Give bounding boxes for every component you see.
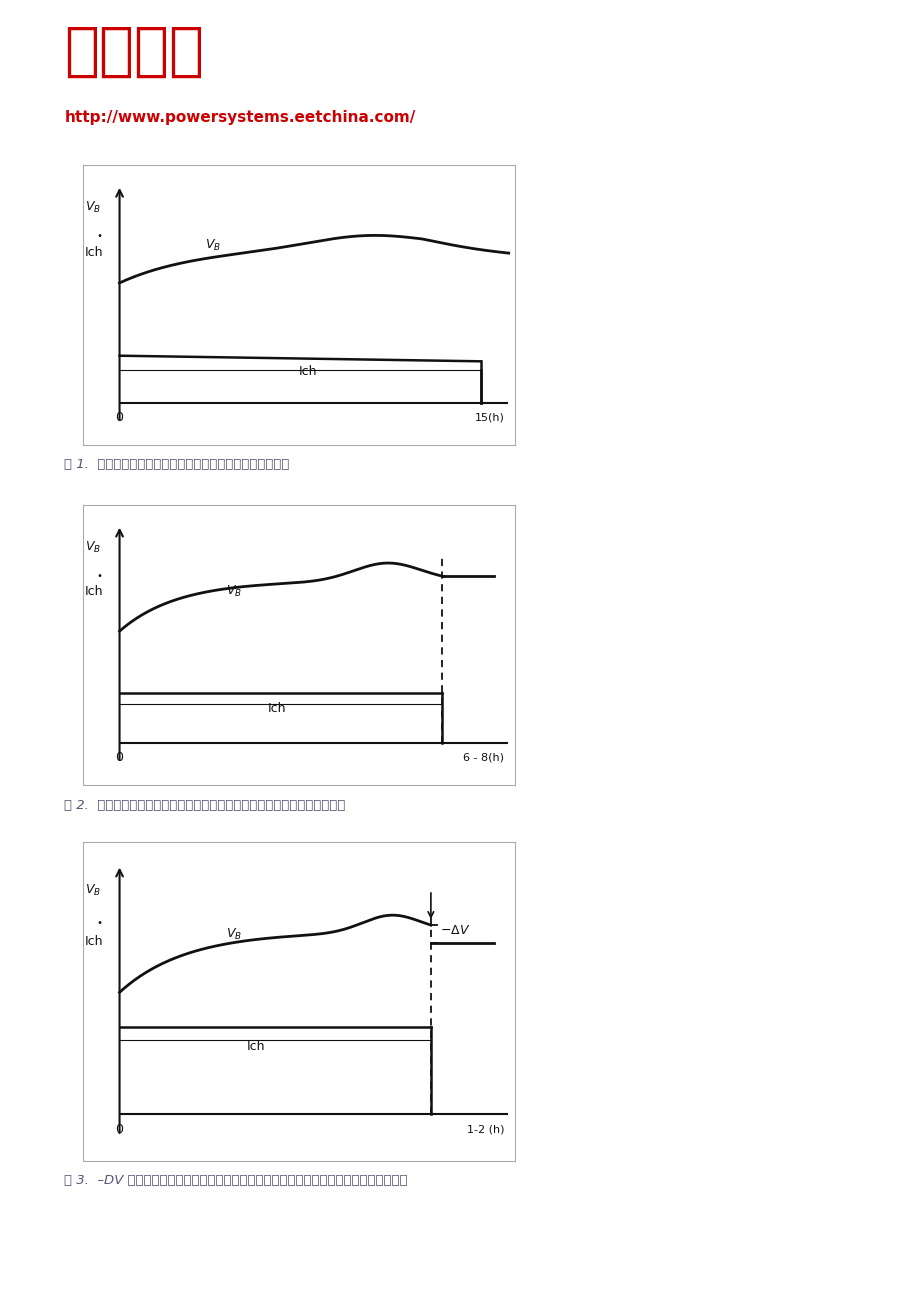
Text: Ich: Ich [85,935,103,948]
Text: $V_B$: $V_B$ [85,883,101,898]
Text: 1-2 (h): 1-2 (h) [466,1125,504,1134]
Text: $-\Delta V$: $-\Delta V$ [439,924,470,937]
Text: 15(h): 15(h) [474,413,504,422]
Text: $V_B$: $V_B$ [85,199,101,215]
Text: Ich: Ich [85,246,103,259]
Text: $\bullet$: $\bullet$ [96,229,102,240]
Text: $V_B$: $V_B$ [85,539,101,555]
Text: $\bullet$: $\bullet$ [96,915,102,926]
Text: 图 3.  –DV 终止充电方式，主要应用于笔记本，数据终端，摄录像机，无线设备和蜂窝电话: 图 3. –DV 终止充电方式，主要应用于笔记本，数据终端，摄录像机，无线设备和… [64,1174,408,1187]
Text: $V_B$: $V_B$ [226,927,242,943]
Text: 6 - 8(h): 6 - 8(h) [463,753,504,762]
Text: http://www.powersystems.eetchina.com/: http://www.powersystems.eetchina.com/ [64,109,415,125]
Text: $V_B$: $V_B$ [204,238,221,254]
Text: Ich: Ich [267,702,287,715]
Text: Ich: Ich [246,1040,265,1053]
Text: Ich: Ich [298,366,316,379]
Text: $V_B$: $V_B$ [226,583,242,599]
Text: Ich: Ich [85,586,103,599]
Text: 0: 0 [116,1124,123,1135]
Text: 图 1.  半恒流充电，主要应用于剃须刀，数字无绳电话和玩具: 图 1. 半恒流充电，主要应用于剃须刀，数字无绳电话和玩具 [64,458,289,471]
Text: 图 2.  定时器控制充电，主要应用于笔记本，数据终端，无线设备和蜂窝电话: 图 2. 定时器控制充电，主要应用于笔记本，数据终端，无线设备和蜂窝电话 [64,799,346,812]
Text: 电源系统: 电源系统 [64,22,204,79]
Text: 0: 0 [116,411,123,423]
Text: $\bullet$: $\bullet$ [96,569,102,579]
Text: 0: 0 [116,751,123,763]
